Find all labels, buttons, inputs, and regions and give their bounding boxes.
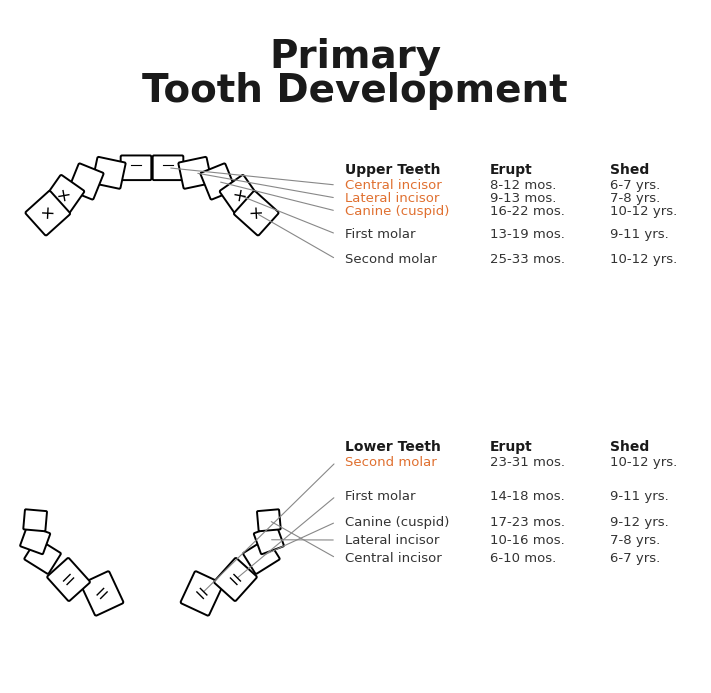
Text: 7-8 yrs.: 7-8 yrs.: [610, 192, 661, 205]
Text: Lateral incisor: Lateral incisor: [345, 192, 439, 205]
FancyBboxPatch shape: [23, 509, 47, 531]
FancyBboxPatch shape: [92, 157, 126, 188]
Text: 10-12 yrs.: 10-12 yrs.: [610, 253, 678, 266]
FancyBboxPatch shape: [257, 509, 281, 531]
Text: Erupt: Erupt: [490, 440, 533, 454]
Text: 8-12 mos.: 8-12 mos.: [490, 179, 557, 192]
Text: Tooth Development: Tooth Development: [142, 72, 568, 110]
Text: Shed: Shed: [610, 440, 649, 454]
FancyBboxPatch shape: [214, 558, 257, 601]
Text: 9-11 yrs.: 9-11 yrs.: [610, 490, 669, 503]
FancyBboxPatch shape: [24, 538, 61, 574]
Text: Canine (cuspid): Canine (cuspid): [345, 205, 449, 218]
Text: 6-10 mos.: 6-10 mos.: [490, 552, 556, 565]
Text: Second molar: Second molar: [345, 456, 437, 469]
Text: 10-12 yrs.: 10-12 yrs.: [610, 205, 678, 218]
Text: First molar: First molar: [345, 228, 415, 241]
Text: 7-8 yrs.: 7-8 yrs.: [610, 534, 661, 547]
Text: 16-22 mos.: 16-22 mos.: [490, 205, 565, 218]
Text: 9-11 yrs.: 9-11 yrs.: [610, 228, 669, 241]
Text: Upper Teeth: Upper Teeth: [345, 163, 441, 177]
Text: Primary: Primary: [269, 38, 441, 76]
FancyBboxPatch shape: [220, 175, 260, 216]
Text: 25-33 mos.: 25-33 mos.: [490, 253, 565, 266]
Text: Shed: Shed: [610, 163, 649, 177]
Text: First molar: First molar: [345, 490, 415, 503]
Text: 9-12 yrs.: 9-12 yrs.: [610, 516, 669, 529]
FancyBboxPatch shape: [68, 164, 104, 200]
FancyBboxPatch shape: [47, 558, 90, 601]
Text: 14-18 mos.: 14-18 mos.: [490, 490, 565, 503]
FancyBboxPatch shape: [20, 525, 50, 554]
FancyBboxPatch shape: [43, 175, 84, 216]
Text: Lower Teeth: Lower Teeth: [345, 440, 441, 454]
Text: Erupt: Erupt: [490, 163, 533, 177]
Text: Central incisor: Central incisor: [345, 552, 442, 565]
FancyBboxPatch shape: [201, 164, 235, 200]
FancyBboxPatch shape: [254, 525, 284, 554]
Text: 13-19 mos.: 13-19 mos.: [490, 228, 565, 241]
Text: Lateral incisor: Lateral incisor: [345, 534, 439, 547]
FancyBboxPatch shape: [178, 157, 212, 188]
Text: Canine (cuspid): Canine (cuspid): [345, 516, 449, 529]
FancyBboxPatch shape: [234, 191, 279, 236]
Text: 17-23 mos.: 17-23 mos.: [490, 516, 565, 529]
FancyBboxPatch shape: [81, 571, 123, 615]
Text: 9-13 mos.: 9-13 mos.: [490, 192, 557, 205]
Text: 10-16 mos.: 10-16 mos.: [490, 534, 565, 547]
FancyBboxPatch shape: [243, 538, 279, 574]
Text: Central incisor: Central incisor: [345, 179, 442, 192]
Text: Second molar: Second molar: [345, 253, 437, 266]
Text: 6-7 yrs.: 6-7 yrs.: [610, 552, 661, 565]
Text: 23-31 mos.: 23-31 mos.: [490, 456, 565, 469]
Text: 6-7 yrs.: 6-7 yrs.: [610, 179, 661, 192]
FancyBboxPatch shape: [153, 155, 183, 180]
FancyBboxPatch shape: [181, 571, 223, 615]
Text: 10-12 yrs.: 10-12 yrs.: [610, 456, 678, 469]
FancyBboxPatch shape: [26, 191, 70, 236]
FancyBboxPatch shape: [121, 155, 151, 180]
